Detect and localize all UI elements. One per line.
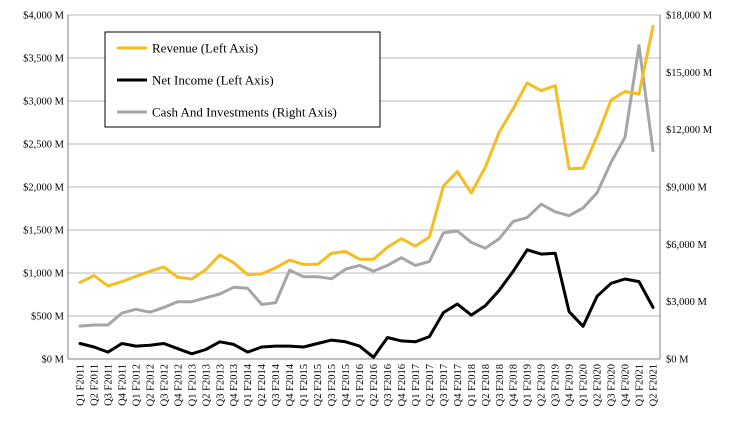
left-axis-tick-label: $2,500 M xyxy=(23,140,65,151)
x-axis-tick-label: Q1 F2014 xyxy=(243,363,254,406)
left-axis-tick-label: $2,000 M xyxy=(23,183,65,194)
x-axis-tick-label: Q1 F2017 xyxy=(411,364,422,406)
right-axis-tick-labels: $0 M $3,000 M $6,000 M $9,000 M $12,000 M $15… xyxy=(666,11,713,366)
right-axis-tick-label: $3,000 M xyxy=(666,297,708,308)
x-axis-tick-label: Q1 F2011 xyxy=(76,364,87,406)
right-axis-tick-label: $12,000 M xyxy=(666,125,713,136)
x-axis-tick-label: Q2 F2018 xyxy=(481,364,492,406)
x-axis-tick-label: Q1 F2016 xyxy=(355,364,366,406)
x-axis-tick-label: Q2 F2014 xyxy=(257,363,268,406)
x-axis-tick-label: Q1 F2015 xyxy=(299,364,310,406)
axes xyxy=(67,15,661,360)
x-axis-tick-label: Q2 F2016 xyxy=(369,364,380,406)
series-lines xyxy=(78,24,655,359)
x-axis-tick-label: Q4 F2017 xyxy=(453,364,464,406)
x-axis-tick-label: Q4 F2020 xyxy=(621,364,632,406)
x-axis-tick-label: Q2 F2020 xyxy=(593,364,604,406)
x-axis-tick-label: Q3 F2014 xyxy=(271,363,282,406)
x-axis-tick-label: Q2 F2019 xyxy=(537,364,548,406)
x-axis-tick-label: Q1 F2013 xyxy=(187,364,198,406)
left-axis-tick-label: $4,000 M xyxy=(23,11,65,22)
x-axis-tick-label: Q4 F2016 xyxy=(397,364,408,406)
x-axis-tick-label: Q3 F2012 xyxy=(159,364,170,406)
series-line xyxy=(78,248,655,359)
x-axis-tick-label: Q1 F2018 xyxy=(467,364,478,406)
x-axis-tick-label: Q4 F2011 xyxy=(117,364,128,406)
x-axis-tick-label: Q4 F2015 xyxy=(341,364,352,406)
left-axis-tick-label: $3,000 M xyxy=(23,97,65,108)
legend-box xyxy=(104,31,381,128)
right-axis-tick-label: $6,000 M xyxy=(666,240,708,251)
legend: Revenue (Left Axis) Net Income (Left Axis… xyxy=(104,31,381,128)
left-axis-tick-label: $0 M xyxy=(42,355,65,366)
x-axis-tick-label: Q2 F2021 xyxy=(649,364,660,406)
x-axis-tick-label: Q1 F2020 xyxy=(579,364,590,406)
x-axis-tick-label: Q4 F2013 xyxy=(229,364,240,406)
left-axis-tick-labels: $0 M $500 M $1,000 M $1,500 M $2,000 M $2,500… xyxy=(23,11,65,366)
x-axis-tick-label: Q3 F2015 xyxy=(327,364,338,406)
left-axis-tick-label: $1,000 M xyxy=(23,269,65,280)
right-axis-tick-label: $0 M xyxy=(666,355,689,366)
x-axis-tick-label: Q2 F2011 xyxy=(89,364,100,406)
series-line xyxy=(78,44,655,328)
right-axis-tick-label: $9,000 M xyxy=(666,183,708,194)
left-axis-tick-label: $3,500 M xyxy=(23,54,65,65)
legend-label: Cash And Investments (Right Axis) xyxy=(152,105,337,120)
x-axis-tick-label: Q3 F2018 xyxy=(495,364,506,406)
x-axis-tick-label: Q4 F2019 xyxy=(565,364,576,406)
x-axis-tick-label: Q4 F2012 xyxy=(173,364,184,406)
x-axis-tick-label: Q4 F2018 xyxy=(509,364,520,406)
x-axis-tick-label: Q4 F2014 xyxy=(285,363,296,406)
x-axis-tick-labels: Q1 F2011 Q2 F2011 Q3 F2011 Q4 F2011 Q1 F2012… xyxy=(76,363,660,406)
x-axis-tick-label: Q3 F2017 xyxy=(439,364,450,406)
x-axis-tick-label: Q3 F2019 xyxy=(551,364,562,406)
x-axis-tick-label: Q3 F2016 xyxy=(383,364,394,406)
x-axis-tick-label: Q3 F2020 xyxy=(607,364,618,406)
x-axis-tick-label: Q2 F2017 xyxy=(425,364,436,406)
x-axis-tick-label: Q1 F2021 xyxy=(635,364,646,406)
left-axis-tick-label: $1,500 M xyxy=(23,226,65,237)
x-axis-tick-label: Q2 F2015 xyxy=(313,364,324,406)
x-axis-tick-label: Q3 F2011 xyxy=(103,364,114,406)
x-axis-tick-label: Q2 F2013 xyxy=(201,364,212,406)
x-axis-tick-label: Q1 F2019 xyxy=(523,364,534,406)
left-axis-tick-label: $500 M xyxy=(31,312,65,323)
series-line xyxy=(78,24,655,288)
x-axis-tick-label: Q1 F2012 xyxy=(131,364,142,406)
x-axis-tick-label: Q2 F2012 xyxy=(145,364,156,406)
right-axis-tick-label: $18,000 M xyxy=(666,11,713,22)
x-axis-tick-label: Q3 F2013 xyxy=(215,364,226,406)
right-axis-tick-label: $15,000 M xyxy=(666,68,713,79)
legend-label: Revenue (Left Axis) xyxy=(152,41,258,56)
legend-label: Net Income (Left Axis) xyxy=(152,73,274,88)
